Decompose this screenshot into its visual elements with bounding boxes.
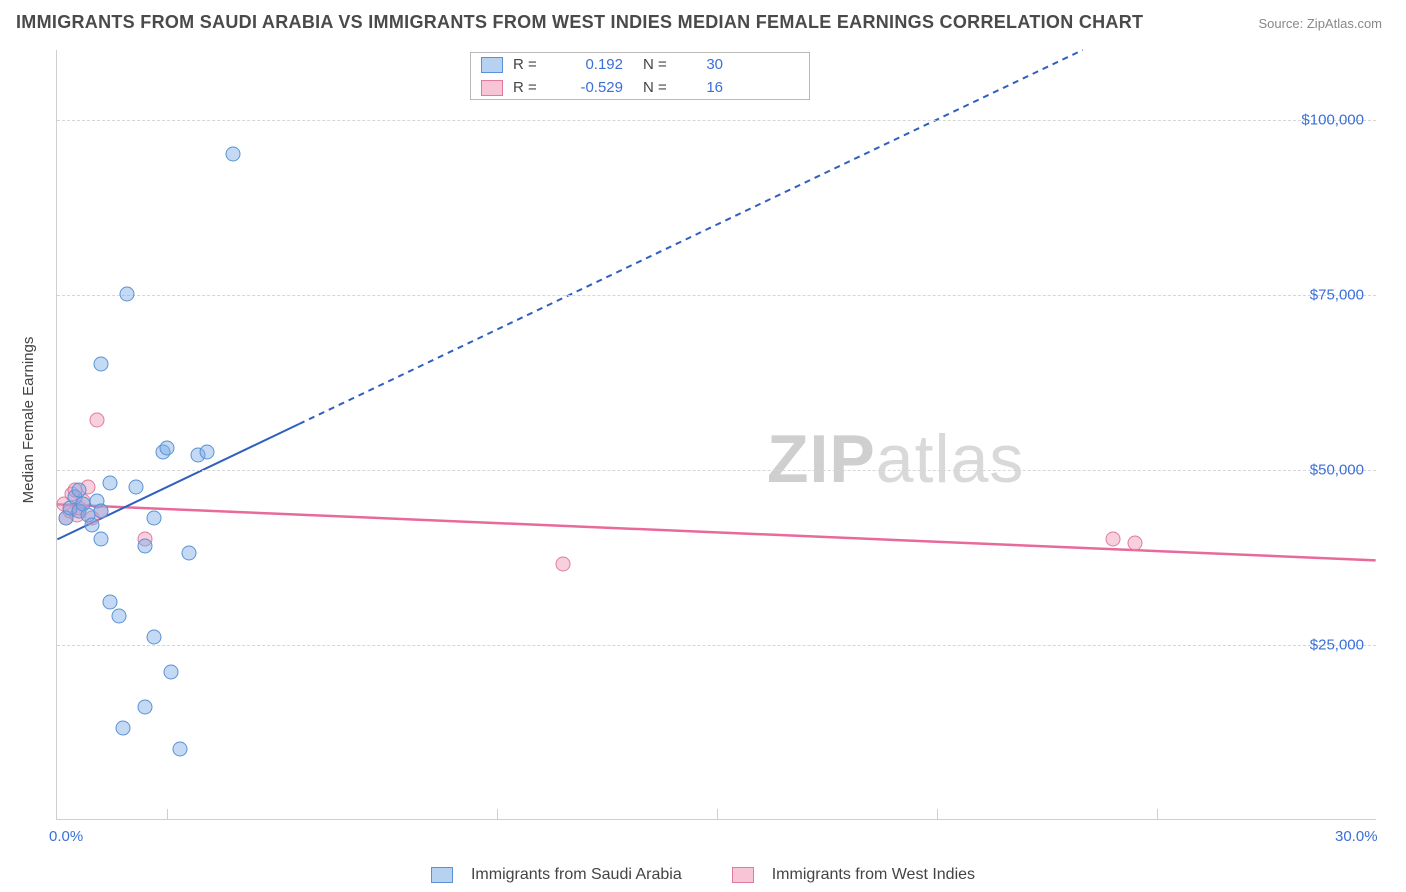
- r-value-blue: 0.192: [553, 56, 623, 73]
- data-point: [89, 413, 104, 428]
- source-label: Source: ZipAtlas.com: [1258, 16, 1382, 31]
- x-tick-label: 0.0%: [49, 828, 83, 845]
- correlation-legend: R = 0.192 N = 30 R = -0.529 N = 16: [470, 52, 810, 100]
- r-label: R =: [513, 79, 553, 96]
- data-point: [94, 504, 109, 519]
- plot-area: ZIPatlas $25,000$50,000$75,000$100,0000.…: [56, 50, 1376, 820]
- legend-item-pink: Immigrants from West Indies: [732, 866, 975, 884]
- legend-label-blue: Immigrants from Saudi Arabia: [471, 866, 682, 884]
- data-point: [146, 630, 161, 645]
- data-point: [111, 609, 126, 624]
- data-point: [182, 546, 197, 561]
- data-point: [72, 483, 87, 498]
- n-value-pink: 16: [683, 79, 723, 96]
- data-point: [102, 595, 117, 610]
- gridline: [57, 470, 1376, 471]
- data-point: [199, 444, 214, 459]
- x-tick: [937, 809, 938, 819]
- data-point: [94, 357, 109, 372]
- data-point: [116, 721, 131, 736]
- y-tick-label: $75,000: [1310, 287, 1364, 304]
- chart-title: IMMIGRANTS FROM SAUDI ARABIA VS IMMIGRAN…: [16, 12, 1143, 33]
- data-point: [556, 556, 571, 571]
- legend-label-pink: Immigrants from West Indies: [772, 866, 975, 884]
- data-point: [129, 479, 144, 494]
- data-point: [164, 665, 179, 680]
- r-label: R =: [513, 56, 553, 73]
- legend-swatch-blue: [481, 57, 503, 73]
- y-axis-title: Median Female Earnings: [20, 337, 37, 504]
- data-point: [160, 441, 175, 456]
- legend-row-blue: R = 0.192 N = 30: [471, 53, 809, 76]
- legend-swatch-blue-icon: [431, 867, 453, 883]
- n-value-blue: 30: [683, 56, 723, 73]
- data-point: [102, 476, 117, 491]
- data-point: [94, 532, 109, 547]
- x-tick: [167, 809, 168, 819]
- x-tick: [1157, 809, 1158, 819]
- gridline: [57, 645, 1376, 646]
- x-tick: [717, 809, 718, 819]
- data-point: [138, 539, 153, 554]
- n-label: N =: [643, 56, 683, 73]
- gridline: [57, 295, 1376, 296]
- legend-swatch-pink-icon: [732, 867, 754, 883]
- legend-row-pink: R = -0.529 N = 16: [471, 76, 809, 99]
- x-tick: [497, 809, 498, 819]
- r-value-pink: -0.529: [553, 79, 623, 96]
- data-point: [146, 511, 161, 526]
- data-point: [85, 518, 100, 533]
- trend-lines-svg: [57, 50, 1376, 819]
- y-tick-label: $100,000: [1301, 112, 1364, 129]
- legend-swatch-pink: [481, 80, 503, 96]
- n-label: N =: [643, 79, 683, 96]
- data-point: [226, 147, 241, 162]
- x-tick-label: 30.0%: [1335, 828, 1378, 845]
- trend-line: [57, 504, 1375, 560]
- data-point: [173, 742, 188, 757]
- y-tick-label: $25,000: [1310, 637, 1364, 654]
- data-point: [1106, 532, 1121, 547]
- legend-item-blue: Immigrants from Saudi Arabia: [431, 866, 682, 884]
- series-legend: Immigrants from Saudi Arabia Immigrants …: [0, 866, 1406, 884]
- data-point: [1128, 535, 1143, 550]
- data-point: [120, 287, 135, 302]
- data-point: [138, 700, 153, 715]
- trend-line: [299, 50, 1083, 424]
- y-tick-label: $50,000: [1310, 462, 1364, 479]
- gridline: [57, 120, 1376, 121]
